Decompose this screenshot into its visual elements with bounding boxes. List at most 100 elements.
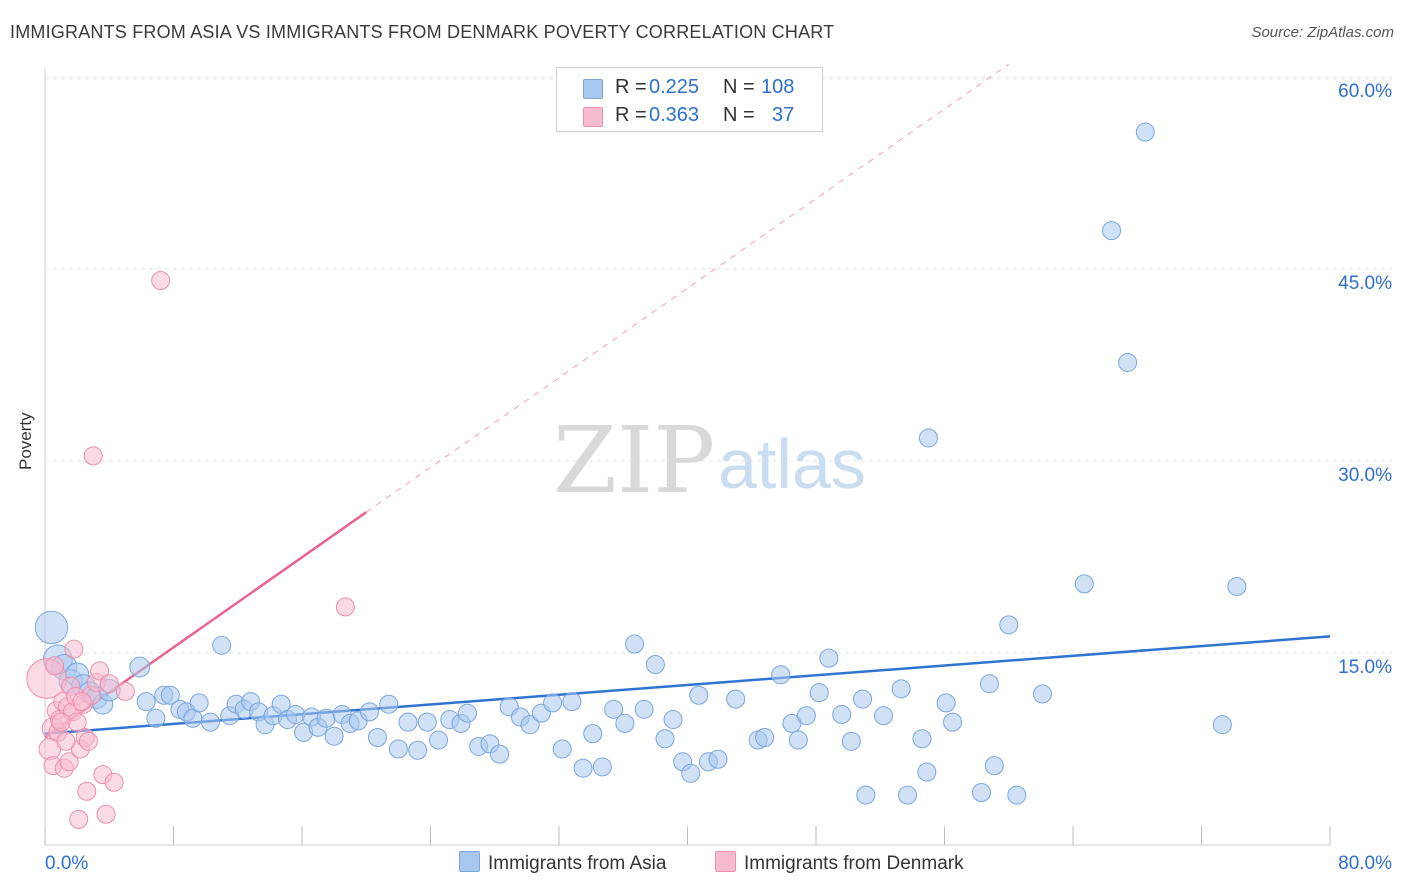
source-label: Source: ZipAtlas.com xyxy=(1251,24,1394,41)
denmark-point xyxy=(59,752,79,772)
legend-r-value: 0.363 xyxy=(649,104,700,126)
series-name-denmark: Immigrants from Denmark xyxy=(744,853,964,874)
asia-point xyxy=(417,712,437,732)
asia-point xyxy=(592,757,612,777)
asia-point xyxy=(543,693,563,713)
asia-point xyxy=(398,712,418,732)
asia-point xyxy=(873,706,893,726)
asia-point xyxy=(1032,684,1052,704)
asia-point xyxy=(583,724,603,744)
asia-point xyxy=(604,699,624,719)
legend-n-value: 108 xyxy=(761,76,795,98)
denmark-point xyxy=(45,656,65,676)
asia-point xyxy=(689,685,709,705)
data-points xyxy=(26,122,1247,829)
asia-point xyxy=(136,692,156,712)
asia-point xyxy=(286,704,306,724)
legend-box: R = 0.225 N = 108 R = 0.363 N = 37 xyxy=(556,67,823,132)
legend-swatch-asia xyxy=(583,79,603,99)
asia-point xyxy=(898,785,918,805)
denmark-point xyxy=(56,731,76,751)
asia-point xyxy=(681,763,701,783)
asia-point xyxy=(856,785,876,805)
asia-point xyxy=(573,758,593,778)
asia-point xyxy=(655,729,675,749)
denmark-point xyxy=(99,674,119,694)
denmark-point xyxy=(83,446,103,466)
asia-point xyxy=(367,727,387,747)
asia-point xyxy=(129,656,151,678)
y-tick-label: 45.0% xyxy=(1338,273,1392,294)
denmark-point xyxy=(335,597,355,617)
y-tick-label: 60.0% xyxy=(1338,81,1392,102)
legend-r-label: R = xyxy=(615,104,647,126)
denmark-point xyxy=(104,772,124,792)
legend-n-value: 37 xyxy=(772,104,795,126)
y-tick-label: 30.0% xyxy=(1338,465,1392,486)
denmark-point xyxy=(96,804,116,824)
legend-r-value: 0.225 xyxy=(649,76,700,98)
series-name-asia: Immigrants from Asia xyxy=(488,853,667,874)
x-tick-label-max: 80.0% xyxy=(1338,853,1392,874)
asia-point xyxy=(457,703,477,723)
asia-point xyxy=(429,730,449,750)
asia-point xyxy=(1227,576,1247,596)
denmark-point xyxy=(64,639,84,659)
asia-point xyxy=(771,665,791,685)
asia-point xyxy=(160,685,180,705)
asia-point xyxy=(819,648,839,668)
asia-point xyxy=(316,708,336,728)
asia-point xyxy=(562,692,582,712)
asia-point xyxy=(146,708,166,728)
series-legend-asia[interactable]: Immigrants from Asia xyxy=(459,851,666,875)
series-swatch-asia xyxy=(459,851,480,872)
legend-r-label: R = xyxy=(615,76,647,98)
asia-point xyxy=(918,428,938,448)
asia-point xyxy=(841,731,861,751)
asia-point xyxy=(200,712,220,732)
denmark-point xyxy=(115,681,135,701)
trend-lines xyxy=(44,63,1331,739)
asia-point xyxy=(379,694,399,714)
denmark-point xyxy=(51,712,71,732)
asia-point xyxy=(912,729,932,749)
asia-point xyxy=(979,674,999,694)
legend-n-label: N = xyxy=(723,104,755,126)
asia-point xyxy=(552,739,572,759)
asia-point xyxy=(408,740,428,760)
asia-point xyxy=(943,712,963,732)
asia-point xyxy=(853,689,873,709)
asia-point xyxy=(809,683,829,703)
asia-point xyxy=(663,710,683,730)
legend-n-label: N = xyxy=(723,76,755,98)
grid-lines xyxy=(45,76,1392,654)
asia-point xyxy=(388,739,408,759)
asia-point xyxy=(984,756,1004,776)
asia-point xyxy=(645,655,665,675)
asia-point xyxy=(634,699,654,719)
asia-point xyxy=(708,749,728,769)
asia-point xyxy=(1118,352,1138,372)
asia-point xyxy=(490,744,510,764)
asia-point xyxy=(324,726,344,746)
asia-point xyxy=(971,783,991,803)
series-legend-denmark[interactable]: Immigrants from Denmark xyxy=(715,851,964,875)
asia-point xyxy=(520,715,540,735)
watermark-zip: ZIP xyxy=(553,407,715,514)
chart-title: IMMIGRANTS FROM ASIA VS IMMIGRANTS FROM … xyxy=(10,22,835,42)
series-swatch-denmark xyxy=(715,851,736,872)
asia-point xyxy=(796,706,816,726)
legend-row-denmark: R = 0.363 N = 37 xyxy=(557,100,822,130)
axes xyxy=(44,68,1331,846)
legend-swatch-denmark xyxy=(583,107,603,127)
asia-point xyxy=(1074,574,1094,594)
asia-point xyxy=(615,713,635,733)
denmark-point xyxy=(78,731,98,751)
y-tick-label: 15.0% xyxy=(1338,657,1392,678)
denmark-point xyxy=(72,692,92,712)
legend-row-asia: R = 0.225 N = 108 xyxy=(557,72,822,102)
asia-point xyxy=(34,610,69,645)
asia-point xyxy=(917,762,937,782)
asia-point xyxy=(624,634,644,654)
asia-point xyxy=(1007,785,1027,805)
